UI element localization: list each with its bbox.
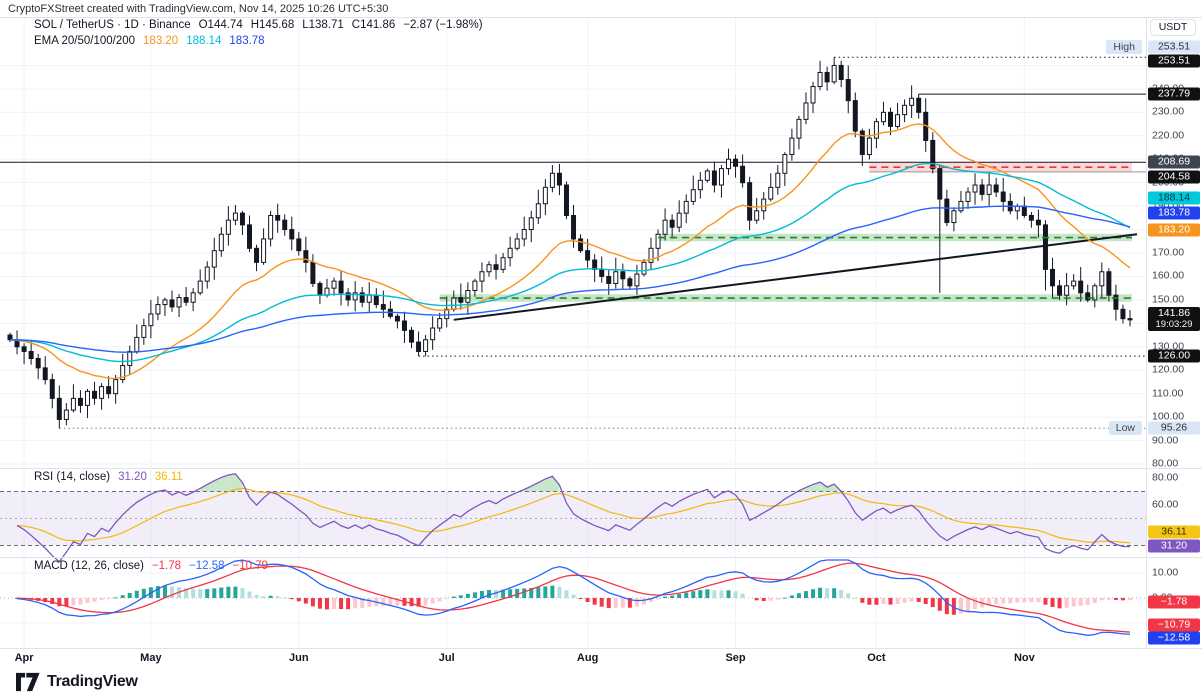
indicator-value: 31.20 xyxy=(118,471,147,483)
tradingview-logo[interactable]: TradingView xyxy=(16,672,138,692)
indicator-value: 36.11 xyxy=(154,471,183,483)
rsi-values: 31.20 36.11 xyxy=(118,471,183,483)
macd-values: −1.78 −12.58 −10.79 xyxy=(152,560,268,572)
attribution-bar: CryptoFXStreet created with TradingView.… xyxy=(8,3,389,15)
price-axis[interactable] xyxy=(1146,17,1202,648)
ema-values: 183.20 188.14 183.78 xyxy=(143,35,265,47)
indicator-value: 183.78 xyxy=(229,35,265,47)
indicator-value: −12.58 xyxy=(189,560,225,572)
rsi-legend: RSI (14, close) 31.20 36.11 xyxy=(34,471,183,483)
tradingview-brand-text: TradingView xyxy=(47,673,138,690)
change-value: −2.87 (−1.98%) xyxy=(403,19,483,31)
symbol-title[interactable]: SOL / TetherUS · 1D · Binance xyxy=(34,19,191,31)
tradingview-logo-icon xyxy=(16,672,40,692)
indicator-value: 188.14 xyxy=(186,35,222,47)
ema-legend: EMA 20/50/100/200 183.20 188.14 183.78 xyxy=(34,35,265,47)
ema-label[interactable]: EMA 20/50/100/200 xyxy=(34,35,136,47)
ohlc-low: L138.71 xyxy=(302,19,344,31)
macd-legend: MACD (12, 26, close) −1.78 −12.58 −10.79 xyxy=(34,560,268,572)
indicator-value: 183.20 xyxy=(143,35,179,47)
ohlc-open: O144.74 xyxy=(198,19,243,31)
rsi-label[interactable]: RSI (14, close) xyxy=(34,471,111,483)
indicator-value: −1.78 xyxy=(151,560,182,572)
ohlc-high: H145.68 xyxy=(250,19,295,31)
macd-label[interactable]: MACD (12, 26, close) xyxy=(34,560,144,572)
indicator-value: −10.79 xyxy=(232,560,269,572)
time-axis[interactable] xyxy=(0,648,1202,668)
currency-toggle-button[interactable]: USDT xyxy=(1150,19,1196,36)
symbol-legend: SOL / TetherUS · 1D · Binance O144.74 H1… xyxy=(34,19,483,31)
ohlc-close: C141.86 xyxy=(351,19,396,31)
